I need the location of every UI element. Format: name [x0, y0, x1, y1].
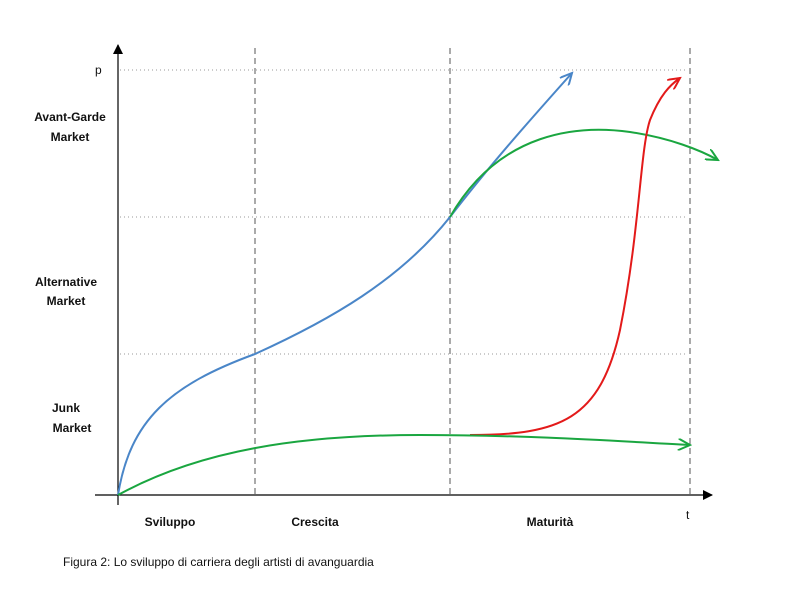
breakout-curve [469, 78, 680, 436]
guides [120, 48, 691, 497]
market-label: Avant-Garde [34, 110, 106, 124]
alternative-curve [449, 128, 718, 218]
phase-label: Sviluppo [145, 515, 196, 529]
avant-garde-curve [117, 73, 572, 496]
x-axis-label: t [686, 508, 690, 522]
market-label: Market [51, 130, 90, 144]
market-label: Market [53, 421, 92, 435]
y-axis-label: p [95, 63, 102, 77]
market-label: Market [47, 294, 86, 308]
caption: Figura 2: Lo sviluppo di carriera degli … [63, 555, 374, 569]
junk-curve [117, 433, 690, 496]
market-label: Junk [52, 401, 80, 415]
market-label: Alternative [35, 275, 97, 289]
phase-label: Crescita [291, 515, 339, 529]
phase-label: Maturità [527, 515, 574, 529]
